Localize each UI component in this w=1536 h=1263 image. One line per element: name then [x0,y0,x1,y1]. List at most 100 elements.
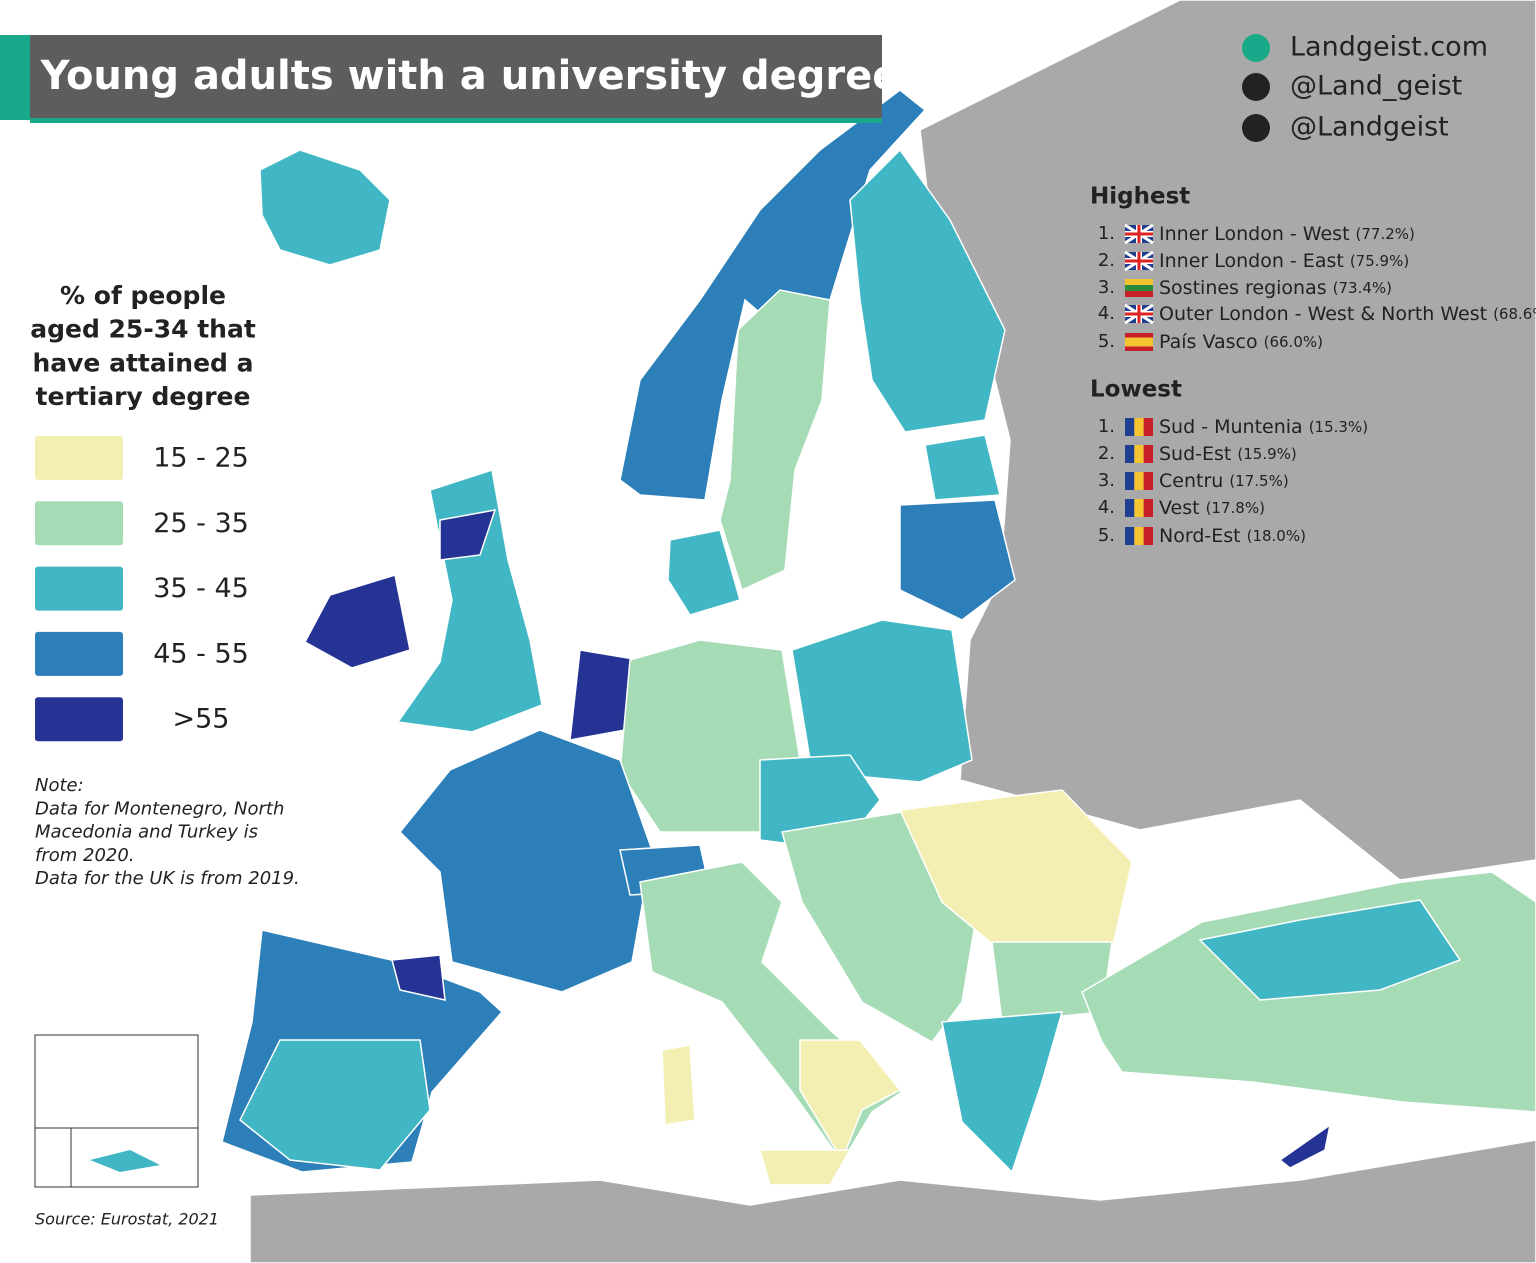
region-name: Centru [1159,470,1223,492]
region [849,148,1006,433]
region-value: (77.2%) [1356,225,1415,243]
map [34,0,1536,1263]
flag [1137,305,1141,323]
region [667,529,741,616]
rank: 1. [1098,223,1115,244]
list-title: Highest [1090,184,1190,210]
rank-entry: Vest (17.8%) [1159,497,1265,519]
region-name: Outer London - West & North West [1159,303,1487,325]
rank: 5. [1098,525,1115,546]
rank: 4. [1098,303,1115,324]
social-icon [1242,34,1270,62]
title-accent [0,35,30,120]
social-icon [1242,73,1270,101]
flag [1125,337,1153,347]
legend-label: 15 - 25 [153,443,249,474]
legend-label: 35 - 45 [153,573,249,604]
region [619,89,927,501]
social-icon [1242,114,1270,142]
note: Note:Data for Montenegro, North Macedonia… [35,775,300,889]
rank-entry: Centru (17.5%) [1159,470,1289,492]
region-value: (18.0%) [1247,527,1306,545]
list-title: Lowest [1090,377,1182,403]
title-underline [30,118,882,123]
flag [1125,418,1135,436]
legend-swatch [35,436,123,480]
flag [1137,225,1141,243]
land-africa [249,1139,1536,1263]
rank: 3. [1098,470,1115,491]
flag [1125,291,1153,297]
social-links: Landgeist.com @Land_geist @Landgeist [1242,32,1488,143]
region-value: (17.8%) [1206,499,1265,517]
region-value: (15.3%) [1309,418,1368,436]
region-name: Inner London - West [1159,223,1350,245]
region [398,729,653,993]
region [391,954,446,1001]
legend-swatch [35,697,123,742]
rank: 3. [1098,277,1115,298]
legend-title: tertiary degree [36,382,251,411]
legend-label: 45 - 55 [153,638,249,669]
rank-entry: Outer London - West & North West (68.6%) [1159,303,1536,325]
region [239,1039,431,1171]
rank-entry: Inner London - East (75.9%) [1159,250,1409,272]
rank-entry: Sud - Muntenia (15.3%) [1159,416,1368,438]
rank: 2. [1098,250,1115,271]
flag [1125,527,1135,545]
rank-entry: País Vasco (66.0%) [1159,331,1323,353]
flag [1134,472,1144,490]
region-name: Vest [1159,497,1200,519]
region-value: (73.4%) [1333,279,1392,297]
flag [1143,499,1153,517]
region [396,469,543,733]
region [90,1150,160,1172]
region-value: (66.0%) [1264,333,1323,351]
rank-entry: Sud-Est (15.9%) [1159,443,1297,465]
region [719,289,831,592]
flag [1134,418,1144,436]
legend-label: 25 - 35 [153,508,249,539]
social-handle: Landgeist.com [1290,32,1488,63]
region [303,574,411,669]
legend-swatch [35,631,123,676]
flag [1143,472,1153,490]
legend-title: % of people [60,281,226,310]
legend-title: have attained a [32,348,253,377]
rank-entry: Sostines regionas (73.4%) [1159,277,1392,299]
flag [1143,527,1153,545]
flag [1134,445,1144,463]
region-value: (68.6%) [1493,305,1536,323]
flag [1125,445,1135,463]
note-line: Macedonia and Turkey is [35,822,258,843]
legend: % of people aged 25-34 that have attained … [30,281,256,742]
region-name: Sud - Muntenia [1159,416,1303,438]
region [898,789,1133,953]
region-name: Nord-Est [1159,525,1241,547]
flag [1143,445,1153,463]
flag [1125,279,1153,285]
region [799,1039,902,1162]
note-line: Note: [35,775,84,796]
flag [1143,418,1153,436]
region [1278,1123,1332,1169]
region [899,499,1016,621]
region [1198,899,1462,1001]
region-name: Sud-Est [1159,443,1231,465]
region [661,1044,696,1126]
region-value: (15.9%) [1237,445,1296,463]
rank-entry: Inner London - West (77.2%) [1159,223,1415,245]
region-name: País Vasco [1159,331,1258,353]
social-handle: @Landgeist [1290,112,1449,143]
source: Source: Eurostat, 2021 [35,1210,219,1229]
note-line: from 2020. [35,845,135,866]
note-line: Data for Montenegro, North [35,798,284,819]
flag [1137,252,1141,270]
flag [1134,499,1144,517]
region-name: Inner London - East [1159,250,1344,272]
title-banner: Young adults with a university degree [0,35,899,123]
rank: 1. [1098,416,1115,437]
region-value: (17.5%) [1229,472,1288,490]
social-handle: @Land_geist [1290,71,1462,102]
